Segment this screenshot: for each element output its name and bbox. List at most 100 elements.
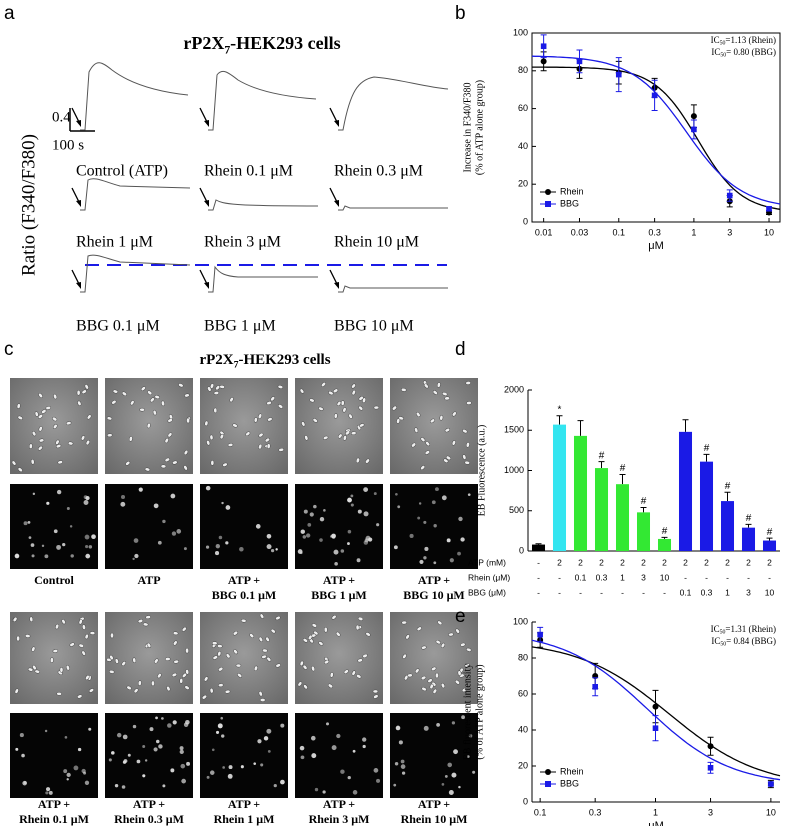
cell xyxy=(355,624,360,631)
cell xyxy=(273,783,277,788)
y-tick-label: 500 xyxy=(509,505,524,515)
cell xyxy=(147,390,153,395)
table-cell: 0.1 xyxy=(575,572,587,582)
cell xyxy=(258,413,263,419)
table-cell: - xyxy=(747,572,750,582)
cell xyxy=(125,461,131,466)
cell xyxy=(351,389,356,396)
cell xyxy=(155,739,160,744)
cell xyxy=(27,667,34,672)
annotation-main: IC xyxy=(711,624,720,634)
cell xyxy=(142,745,146,748)
cell xyxy=(240,618,247,623)
cell xyxy=(451,772,457,778)
cell xyxy=(67,441,74,446)
cell xyxy=(329,672,334,678)
cell xyxy=(266,544,272,550)
cell xyxy=(319,538,323,542)
significance-mark: # xyxy=(641,496,647,507)
cell xyxy=(464,663,470,668)
cell xyxy=(423,556,427,560)
legend-marker xyxy=(545,781,551,787)
cell xyxy=(402,653,407,659)
trace xyxy=(338,76,449,131)
cell xyxy=(214,551,220,556)
cell xyxy=(183,465,188,471)
cell xyxy=(153,503,159,509)
cell xyxy=(372,689,379,694)
cell xyxy=(409,533,414,539)
cell xyxy=(448,790,454,795)
cell xyxy=(183,547,187,551)
arrow-head xyxy=(204,200,209,207)
cell xyxy=(28,536,32,540)
marker xyxy=(691,126,697,133)
y-tick-label: 60 xyxy=(518,103,528,113)
cell xyxy=(30,459,35,465)
cell xyxy=(15,747,19,751)
cell xyxy=(441,495,447,501)
x-tick-label: 0.1 xyxy=(534,807,547,817)
cell xyxy=(449,558,454,563)
cell xyxy=(155,716,158,720)
cell xyxy=(355,457,360,464)
x-tick-label: 1 xyxy=(691,227,696,237)
cell xyxy=(440,642,446,648)
marker xyxy=(615,71,622,78)
x-tick-label: 0.3 xyxy=(648,227,661,237)
cell xyxy=(41,409,47,414)
x-tick-label: 0.03 xyxy=(571,227,589,237)
table-cell: 2 xyxy=(599,557,604,567)
cell xyxy=(50,657,54,663)
cell xyxy=(11,460,17,466)
image-label: Rhein 1 μM xyxy=(214,812,275,826)
cell xyxy=(414,668,420,674)
cell xyxy=(161,400,165,407)
fluorescence-image xyxy=(200,484,288,569)
cell xyxy=(61,619,66,625)
cell xyxy=(343,669,349,674)
cell xyxy=(347,775,351,780)
cell xyxy=(258,636,263,642)
cell xyxy=(217,650,222,657)
cell xyxy=(348,413,353,419)
cell xyxy=(365,632,371,637)
cell xyxy=(45,406,51,410)
cell xyxy=(356,674,362,679)
cell xyxy=(392,405,397,411)
cell xyxy=(357,616,364,621)
table-cell: 2 xyxy=(767,557,772,567)
table-cell: 0.3 xyxy=(701,587,713,597)
table-cell: 3 xyxy=(641,572,646,582)
cell xyxy=(21,753,25,758)
marker xyxy=(652,725,659,731)
y-tick-label: 40 xyxy=(518,141,528,151)
annotation-main: IC xyxy=(711,35,720,45)
cell xyxy=(17,415,23,420)
arrow-head xyxy=(334,200,339,207)
trace xyxy=(208,265,318,293)
brightfield-image xyxy=(200,378,288,474)
cell xyxy=(162,519,166,524)
cell xyxy=(154,395,160,399)
cell xyxy=(166,685,171,692)
marker xyxy=(766,205,772,212)
annotation: IC50= 0.84 (BBG) xyxy=(711,636,776,648)
cell xyxy=(302,638,308,643)
cell xyxy=(88,727,92,731)
cell xyxy=(85,495,90,501)
cell xyxy=(335,631,341,637)
cell xyxy=(400,759,405,764)
cell xyxy=(333,549,339,555)
bar xyxy=(552,424,567,551)
cell xyxy=(301,421,306,427)
cell xyxy=(171,531,177,536)
cell xyxy=(435,639,441,645)
cell xyxy=(16,635,20,642)
bar xyxy=(720,501,735,551)
y-axis-label: EB Fluorescence (a.u.) xyxy=(476,425,487,517)
cell xyxy=(14,688,19,694)
trace-label: Rhein 10 μM xyxy=(334,234,419,251)
cell xyxy=(299,388,305,394)
cell xyxy=(149,727,154,732)
